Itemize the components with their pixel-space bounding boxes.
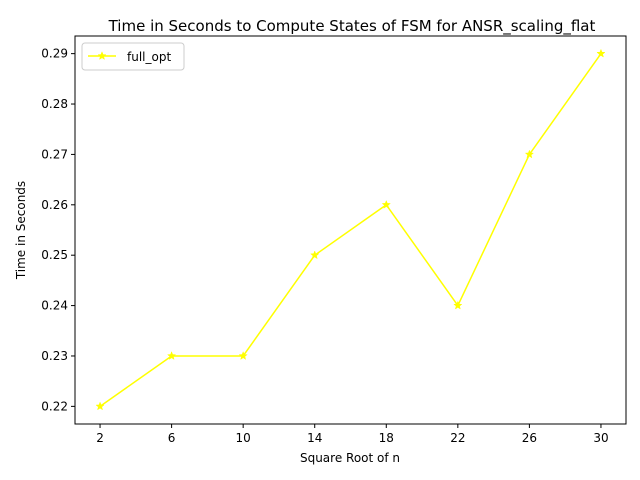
x-tick-label: 22 [450, 431, 465, 445]
legend-star-marker-icon [97, 51, 107, 60]
x-tick-label: 10 [236, 431, 251, 445]
x-tick-label: 30 [593, 431, 608, 445]
legend-label: full_opt [127, 50, 171, 64]
y-tick-label: 0.26 [41, 198, 68, 212]
data-point [381, 199, 391, 209]
y-tick-label: 0.22 [41, 399, 68, 413]
data-point [453, 300, 463, 310]
y-axis-label: Time in Seconds [14, 181, 28, 280]
x-tick-label: 26 [522, 431, 537, 445]
y-tick-label: 0.29 [41, 47, 68, 61]
y-tick-label: 0.25 [41, 248, 68, 262]
legend-box [81, 42, 185, 71]
plot-area [74, 35, 627, 425]
data-point [95, 401, 105, 411]
data-point [166, 351, 177, 360]
y-tick-label: 0.27 [41, 147, 68, 161]
data-point [524, 149, 535, 159]
y-axis: 0.22 0.23 0.24 0.25 0.26 0.27 0.28 0.29 [41, 47, 75, 413]
y-tick-label: 0.24 [41, 299, 68, 313]
series-line [99, 53, 602, 407]
y-tick-label: 0.23 [41, 349, 68, 363]
series-layer [95, 48, 606, 411]
data-point [238, 351, 248, 360]
data-point [310, 250, 320, 260]
y-tick-label: 0.28 [41, 97, 68, 111]
x-tick-label: 2 [96, 431, 104, 445]
x-tick-label: 6 [168, 431, 176, 445]
chart-title: Time in Seconds to Compute States of FSM… [108, 17, 596, 36]
x-axis-label: Square Root of n [300, 451, 400, 465]
x-tick-label: 18 [379, 431, 394, 445]
legend: full_opt [81, 42, 185, 71]
data-point [596, 48, 606, 58]
x-tick-label: 14 [307, 431, 322, 445]
x-axis: 2 6 10 14 18 22 26 30 [96, 424, 609, 445]
